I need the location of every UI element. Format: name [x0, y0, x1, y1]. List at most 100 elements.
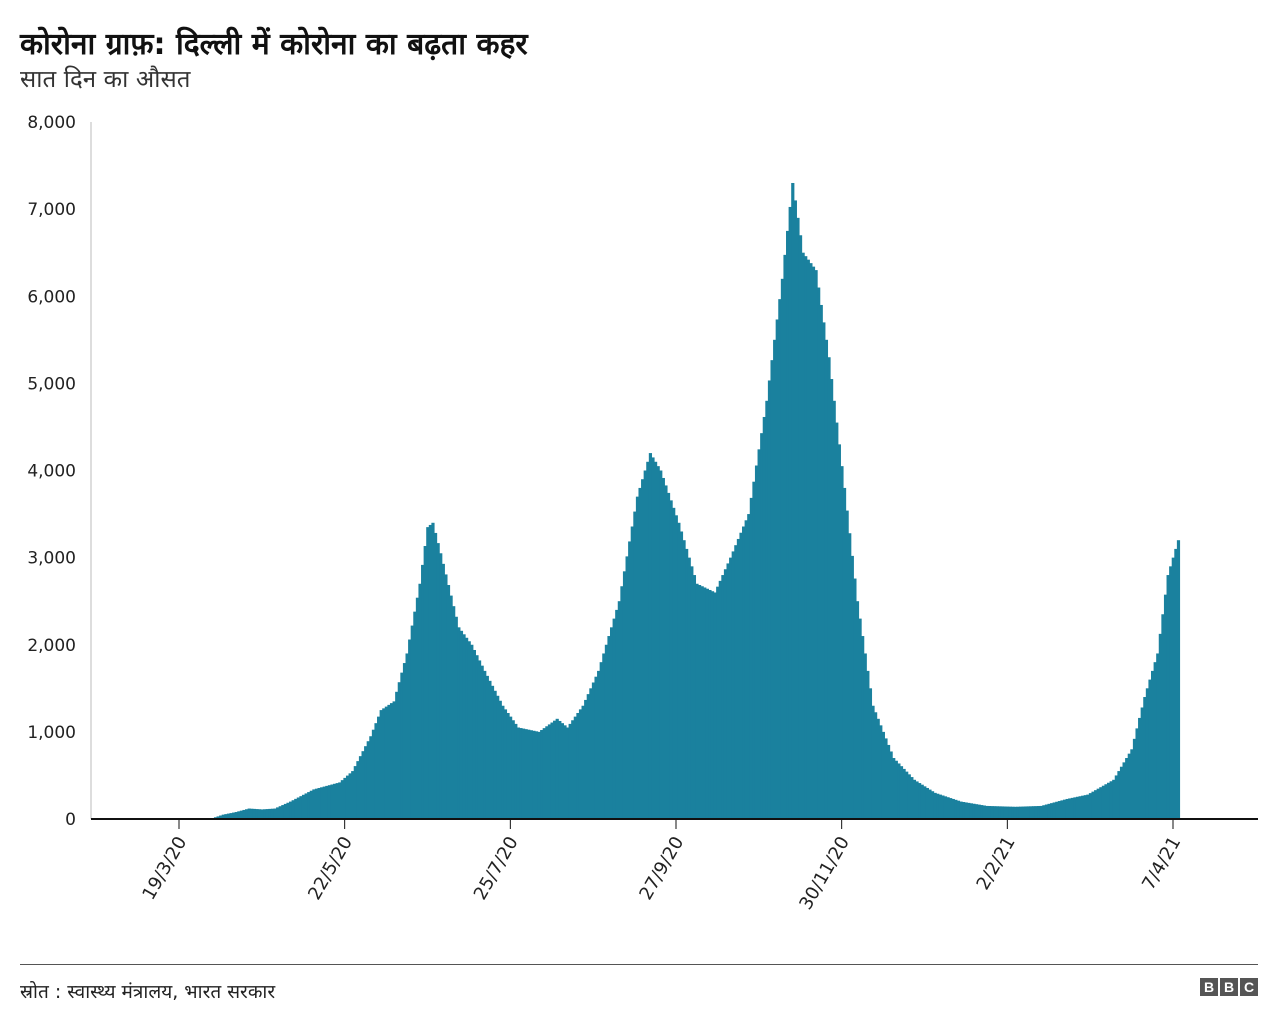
daily-bar [752, 481, 756, 819]
daily-bar [1094, 790, 1098, 819]
daily-bar [221, 814, 225, 819]
daily-bar [609, 627, 614, 819]
y-tick-label: 2,000 [27, 636, 76, 656]
daily-bar [232, 812, 236, 819]
daily-bar [568, 723, 572, 819]
daily-bar [726, 563, 730, 819]
daily-bar [943, 796, 948, 819]
daily-bar [1145, 688, 1150, 819]
daily-bar [682, 540, 686, 819]
daily-bar [835, 422, 839, 819]
daily-bar [700, 586, 704, 819]
daily-bar [369, 736, 373, 819]
daily-bar [216, 816, 220, 819]
daily-bar [483, 670, 487, 819]
daily-bar [674, 515, 678, 819]
daily-bar [283, 803, 288, 819]
daily-bar [371, 729, 376, 819]
daily-bar [421, 564, 425, 819]
daily-bar [276, 807, 280, 819]
daily-bar [273, 808, 277, 819]
daily-bar [1021, 806, 1025, 819]
daily-bar [465, 637, 469, 819]
daily-bar [871, 705, 875, 819]
daily-bar [281, 805, 285, 819]
daily-bar [894, 760, 898, 819]
footer-divider [20, 964, 1258, 965]
daily-bar [972, 803, 976, 819]
daily-bar [529, 730, 533, 819]
daily-bar [861, 636, 865, 819]
daily-bar [314, 788, 319, 819]
daily-bar [625, 556, 629, 819]
daily-bar [309, 790, 313, 819]
daily-bar [480, 665, 484, 819]
daily-bar [263, 809, 267, 819]
daily-bar [584, 699, 588, 819]
daily-bar [666, 492, 671, 819]
daily-bar [1057, 801, 1061, 819]
daily-bar [519, 728, 523, 819]
x-tick-label: 7/4/21 [1138, 833, 1185, 894]
daily-bar [1148, 679, 1152, 819]
daily-bar [654, 461, 658, 819]
daily-bar [527, 729, 531, 819]
daily-bar [379, 710, 383, 819]
daily-bar [661, 477, 665, 819]
daily-bar [1112, 779, 1116, 819]
daily-bar [387, 704, 391, 819]
daily-bar [1052, 802, 1056, 819]
daily-bar [685, 548, 689, 819]
daily-bar [734, 545, 738, 819]
daily-bar [462, 634, 466, 819]
daily-bar [949, 798, 953, 819]
daily-bar [837, 444, 841, 819]
daily-bar [1104, 784, 1108, 819]
daily-bar [664, 485, 668, 819]
daily-bar [400, 672, 404, 819]
daily-bar [1018, 806, 1023, 819]
daily-bar [291, 800, 295, 819]
daily-bar [439, 553, 443, 819]
daily-bar [811, 266, 816, 819]
daily-bar [687, 557, 691, 820]
daily-bar [250, 808, 254, 819]
daily-bar [956, 800, 961, 819]
daily-bar [229, 813, 233, 819]
daily-bar [879, 725, 883, 819]
daily-bar [612, 618, 616, 819]
daily-bar [962, 802, 966, 819]
daily-bar [413, 611, 417, 819]
daily-bar [915, 781, 919, 819]
daily-bar [496, 695, 500, 819]
daily-bar [488, 680, 492, 819]
daily-bar [301, 794, 306, 819]
daily-bar [322, 786, 326, 819]
daily-bar [433, 532, 438, 819]
daily-bar [977, 804, 981, 819]
daily-bar [330, 784, 334, 819]
daily-bar [876, 718, 880, 819]
daily-bar [713, 592, 717, 819]
daily-bar [286, 802, 290, 819]
daily-bar [936, 793, 940, 819]
y-tick-label: 8,000 [27, 113, 76, 133]
y-tick-label: 1,000 [27, 723, 76, 743]
daily-bar [765, 400, 769, 819]
daily-bar [571, 720, 575, 819]
y-tick-label: 3,000 [27, 549, 76, 569]
daily-bar [555, 718, 559, 819]
daily-bar [547, 724, 552, 819]
daily-bar [1117, 771, 1121, 819]
daily-bar [317, 787, 321, 819]
daily-bar [237, 811, 241, 819]
daily-bar [1138, 717, 1142, 819]
x-axis: 19/3/20 22/5/20 25/7/20 27/9/20 30/11/20 2/2/… [91, 818, 1258, 914]
daily-bar [573, 716, 577, 819]
daily-bar [1008, 806, 1012, 819]
daily-bar [415, 597, 420, 819]
daily-bar [638, 487, 642, 819]
daily-bar [1050, 803, 1054, 819]
daily-bar [951, 798, 955, 819]
daily-bar [783, 254, 787, 819]
